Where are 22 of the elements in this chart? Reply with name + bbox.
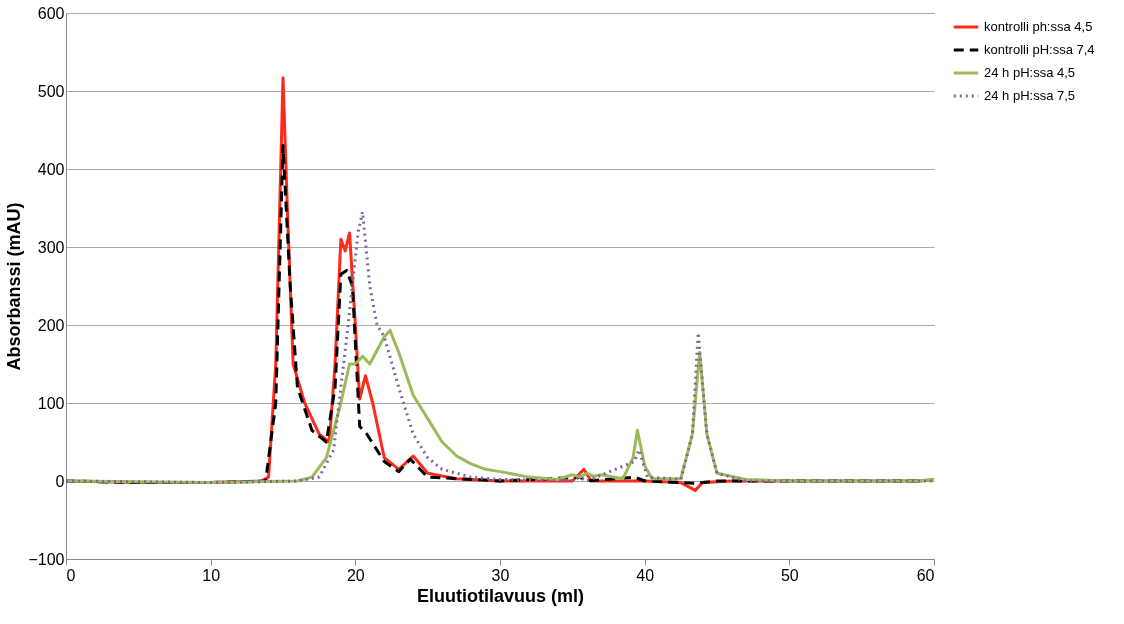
x-axis-title: Eluutiotilavuus (ml) <box>416 585 585 606</box>
legend-label: 24 h pH:ssa 7,5 <box>984 88 1076 103</box>
y-tick-label: 100 <box>37 394 65 412</box>
legend-label: kontrolli ph:ssa 4,5 <box>984 19 1093 34</box>
x-tick-label: 0 <box>66 566 76 584</box>
y-tick-label: −100 <box>28 550 65 568</box>
x-tick-label: 10 <box>202 566 221 584</box>
y-tick-label: 500 <box>37 82 65 100</box>
y-tick-label: 600 <box>37 4 65 22</box>
y-tick-label: 200 <box>37 316 65 334</box>
x-tick-label: 60 <box>916 566 935 584</box>
y-tick-label: 300 <box>37 238 65 256</box>
x-tick-label: 50 <box>780 566 799 584</box>
x-tick-label: 30 <box>491 566 510 584</box>
line-series <box>66 210 934 485</box>
y-tick-label: 400 <box>37 160 65 178</box>
x-tick-label: 20 <box>346 566 365 584</box>
x-tick-label: 40 <box>636 566 655 584</box>
legend-label: kontrolli pH:ssa 7,4 <box>984 42 1095 57</box>
y-tick-label: 0 <box>55 472 65 490</box>
y-axis-title: Absorbanssi (mAU) <box>4 202 25 371</box>
legend-label: 24 h pH:ssa 4,5 <box>984 65 1076 80</box>
